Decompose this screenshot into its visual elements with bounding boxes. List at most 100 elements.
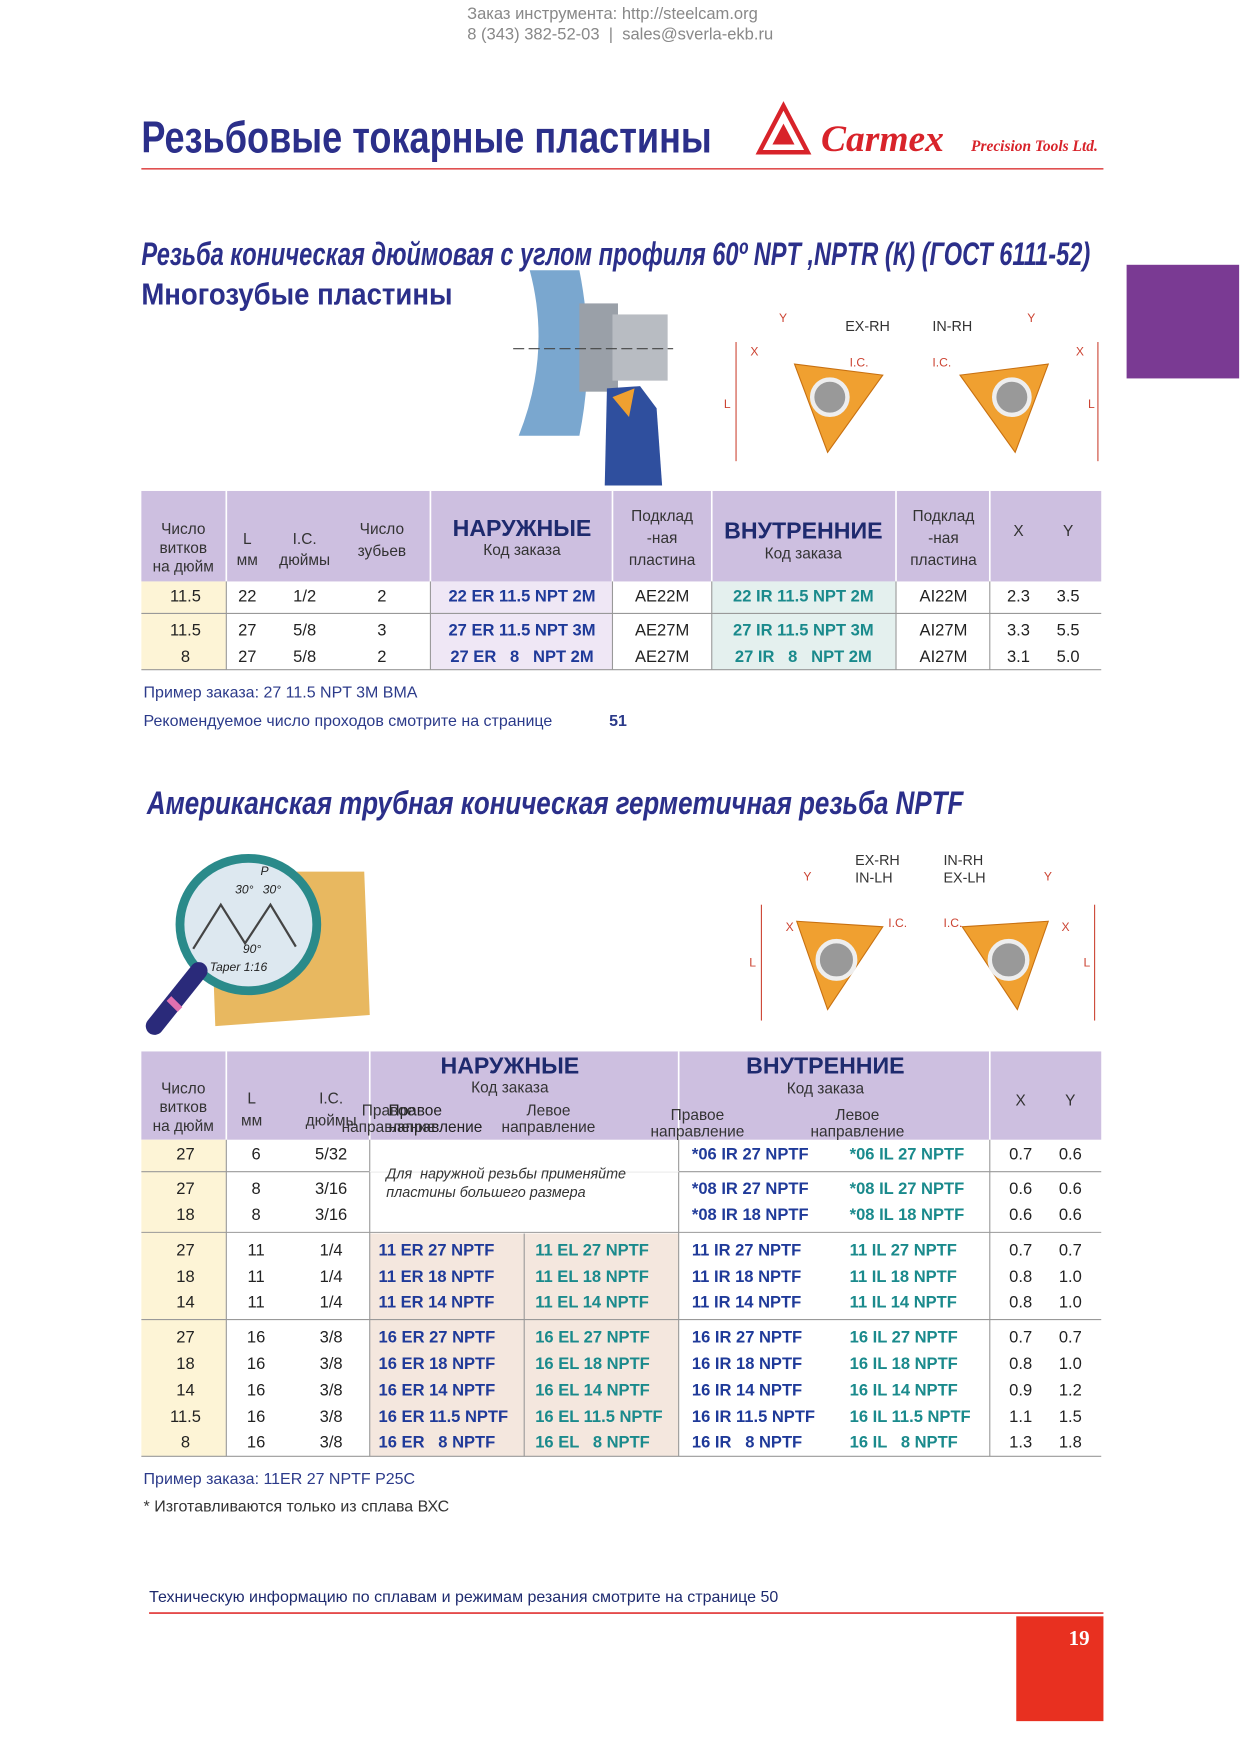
tab — [1126, 264, 1240, 379]
section-title: Американская трубная коническая герметич… — [146, 785, 964, 821]
diagram-label: 30° — [235, 883, 253, 897]
table-cell: 11.5 — [170, 586, 201, 605]
insert-diagram — [760, 904, 1096, 1021]
table-cell: 27 — [176, 1179, 194, 1198]
table-cell: 16 ER 14 NPTF — [379, 1381, 496, 1400]
header-cell: Число — [161, 1080, 205, 1097]
diagram-label: IN-RH — [932, 319, 972, 335]
header-cell: -ная — [928, 530, 959, 547]
table-cell: *08 IL 27 NPTF — [850, 1179, 965, 1198]
table-cell: 11 IR 14 NPTF — [692, 1292, 801, 1311]
header-cell: Подклад — [631, 508, 693, 525]
diagram-label: Y — [779, 311, 787, 325]
page-title: Резьбовые токарные пластины — [141, 113, 711, 162]
table-cell: 11 — [248, 1292, 265, 1311]
table-cell: 2 — [377, 647, 386, 666]
page-box — [1016, 1616, 1104, 1722]
header-cell: Левое — [835, 1107, 879, 1124]
table-cell: 16 IL 27 NPTF — [850, 1328, 958, 1347]
table-cell: 11 ER 27 NPTF — [379, 1241, 495, 1260]
thread-illustration — [145, 853, 370, 1035]
table-cell: 16 EL 14 NPTF — [535, 1381, 650, 1400]
table-cell: 0.6 — [1009, 1179, 1032, 1198]
note: Рекомендуемое число проходов смотрите на… — [144, 713, 553, 730]
diagram-label: Taper 1:16 — [210, 960, 268, 974]
table-cell: 27 ER 11.5 NPT 3M — [448, 620, 595, 639]
note: * Изготавливаются только из сплава ВХС — [144, 1499, 450, 1516]
table-cell: 11 EL 27 NPTF — [535, 1241, 649, 1260]
table-cell: 16 — [247, 1433, 265, 1452]
table-cell: 1.3 — [1009, 1433, 1032, 1452]
table-cell: 0.7 — [1009, 1241, 1032, 1260]
table-cell: 16 EL 18 NPTF — [535, 1354, 650, 1373]
table-cell: 27 — [238, 647, 256, 666]
table-cell: 8 — [252, 1179, 261, 1198]
header-cell: витков — [159, 1099, 207, 1116]
table-cell: 11 ER 18 NPTF — [379, 1267, 495, 1286]
table-cell: 27 — [176, 1328, 194, 1347]
header-cell: Подклад — [913, 508, 975, 525]
table-cell: 18 — [176, 1354, 194, 1373]
header-cell: пластина — [910, 552, 977, 569]
table-cell: 11 IL 14 NPTF — [850, 1292, 957, 1311]
diagram-label: L — [1088, 397, 1095, 411]
table-cell: AI27M — [920, 620, 968, 639]
header-cell: Правое — [671, 1107, 724, 1124]
diagram-label: L — [749, 955, 756, 969]
table-cell: 11 EL 14 NPTF — [535, 1292, 649, 1311]
table-cell: 1/4 — [320, 1267, 343, 1286]
table-cell: 22 — [238, 586, 256, 605]
ext-note: Для наружной резьбы применяйте — [384, 1166, 626, 1182]
header-cell: направление — [502, 1119, 596, 1136]
table-cell: 11.5 — [170, 620, 201, 639]
table-cell: 3/16 — [315, 1205, 347, 1224]
table-cell: 22 IR 11.5 NPT 2M — [733, 586, 874, 605]
table-cell: 3.3 — [1007, 620, 1030, 639]
table-cell: 27 IR 8 NPT 2M — [735, 647, 872, 666]
header-title: НАРУЖНЫЕ — [453, 515, 592, 541]
table-cell: 3.5 — [1057, 586, 1080, 605]
diagram-label: Y — [803, 869, 811, 883]
table-cell: 0.9 — [1009, 1381, 1032, 1400]
header-cell: направление — [810, 1123, 904, 1140]
table-cell: 22 ER 11.5 NPT 2M — [448, 586, 595, 605]
header-cell: I.C. — [293, 531, 317, 548]
logo — [755, 101, 812, 155]
table-cell: 1.0 — [1059, 1267, 1082, 1286]
table-cell: 16 ER 8 NPTF — [379, 1433, 496, 1452]
diagram-label: I.C. — [932, 355, 951, 369]
table-cell: 0.7 — [1059, 1241, 1082, 1260]
diagram-label: X — [1076, 344, 1084, 358]
brand-sub: Precision Tools Ltd. — [971, 138, 1098, 155]
table-cell: 6 — [252, 1145, 261, 1164]
diagram-label: P — [261, 864, 270, 878]
table-cell: 0.6 — [1009, 1205, 1032, 1224]
header-title: НАРУЖНЫЕ — [440, 1053, 579, 1079]
table-cell: AE27M — [635, 647, 689, 666]
diagram-label: Y — [1044, 869, 1052, 883]
footer-note: Техническую информацию по сплавам и режи… — [149, 1589, 778, 1606]
table-cell: 11 EL 18 NPTF — [535, 1267, 649, 1286]
table-cell: 2 — [377, 586, 386, 605]
table-cell: 11 IR 18 NPTF — [692, 1267, 801, 1286]
header-cell: Правое — [388, 1102, 441, 1119]
table-cell: 2.3 — [1007, 586, 1030, 605]
diagram-label: X — [750, 344, 758, 358]
table-cell: 16 IL 11.5 NPTF — [850, 1407, 971, 1426]
table-cell: 3/8 — [320, 1433, 343, 1452]
table-cell: 0.7 — [1059, 1328, 1082, 1347]
diagram-label: EX-RH — [855, 853, 900, 869]
table-cell: *08 IR 18 NPTF — [692, 1205, 809, 1224]
header-cell: на дюйм — [153, 559, 214, 576]
diagram-label: IN-RH — [943, 853, 983, 869]
table-cell: 8 — [252, 1205, 261, 1224]
header-cell: витков — [159, 540, 207, 557]
table-cell: 16 ER 27 NPTF — [379, 1328, 496, 1347]
contact: 8 (343) 382-52-03 | sales@sverla-ekb.ru — [467, 25, 773, 44]
header-cell: пластина — [629, 552, 696, 569]
header-title: ВНУТРЕННИЕ — [746, 1053, 904, 1079]
table-cell: 11 ER 14 NPTF — [379, 1292, 495, 1311]
table-cell: *06 IL 27 NPTF — [850, 1145, 965, 1164]
header-cell: Правое — [362, 1102, 415, 1119]
